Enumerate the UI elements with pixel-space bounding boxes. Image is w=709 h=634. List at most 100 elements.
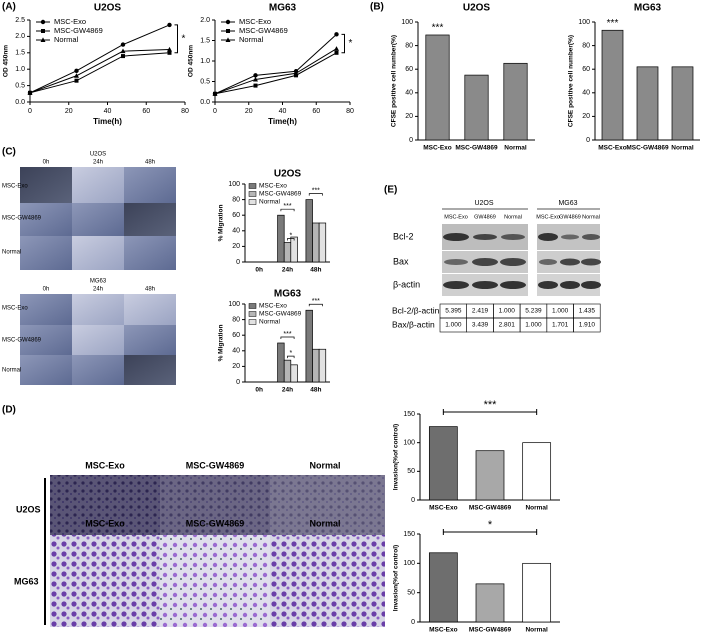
chart-title: MG63	[634, 3, 662, 14]
image-column: 0h	[43, 160, 50, 166]
y-tick-label: 20	[232, 243, 240, 250]
image	[20, 236, 72, 270]
band	[500, 281, 526, 289]
image-column: MSC-Exo	[85, 460, 125, 470]
series-line	[29, 52, 170, 94]
annotation: *	[289, 350, 292, 357]
marker	[121, 54, 125, 59]
legend-swatch	[248, 303, 257, 309]
band	[560, 258, 580, 266]
image-column: MSC-GW4869	[186, 518, 245, 528]
image-row: MSC-GW4869	[2, 216, 42, 222]
x-tick-label: Normal	[525, 505, 548, 512]
band	[581, 258, 601, 266]
significance-bracket	[442, 409, 538, 415]
y-tick-label: 0.5	[200, 78, 210, 85]
y-tick-label: 100	[228, 181, 240, 188]
y-tick-label: 1.0	[15, 66, 25, 73]
legend-marker	[225, 19, 231, 25]
band	[500, 258, 526, 266]
marker	[253, 73, 258, 78]
y-tick-label: 0.0	[200, 99, 210, 106]
panel-label: (E)	[384, 185, 397, 196]
image-column: Normal	[309, 460, 340, 470]
cell-line: U2OS	[474, 200, 493, 207]
x-tick-label: 40	[104, 108, 112, 115]
y-axis-label: Invasion(%of control)	[393, 424, 400, 490]
y-tick-label: 0.0	[15, 99, 25, 106]
bar	[318, 222, 327, 263]
significance-bracket	[287, 355, 295, 359]
y-tick-label: 150	[403, 411, 415, 418]
image	[72, 325, 124, 355]
marker	[120, 42, 126, 47]
panel-label: (A)	[2, 2, 16, 13]
bar	[522, 562, 552, 623]
ratio-value: 1.435	[579, 308, 596, 315]
band	[472, 258, 498, 266]
x-axis-label: Time(h)	[93, 117, 122, 126]
bar	[522, 442, 552, 501]
annotation: *	[488, 519, 493, 531]
panel-label: (B)	[370, 2, 384, 13]
y-tick-label: 20	[582, 113, 590, 120]
migration-images: U2OS 0h 24h 48h MSC-Exo MSC-GW4869 Norma…	[2, 152, 176, 270]
x-tick-label: MSC-Exo	[598, 145, 627, 152]
marker	[74, 78, 79, 83]
lane-label: GW4869	[559, 214, 581, 220]
bar	[277, 342, 285, 383]
charts: U2OS 0.0 0.5 1.0 1.5 2.0 2.5 OD 450nm 0 20 40 60 80 T…	[3, 3, 700, 634]
invasion-images: MSC-Exo MSC-GW4869 Normal U2OS MSC-Exo M…	[14, 460, 385, 627]
band-label: Bcl-2	[393, 231, 414, 241]
x-tick-label: 20	[65, 108, 73, 115]
x-tick-label: Normal	[504, 145, 527, 152]
image	[72, 236, 124, 270]
ratio-value: 1.910	[579, 322, 596, 329]
image-column: MSC-Exo	[85, 518, 125, 528]
image	[20, 325, 72, 355]
image	[72, 294, 124, 325]
y-tick-label: 0	[409, 137, 413, 144]
x-tick-label: 0h	[255, 267, 263, 274]
y-axis-label: % Migration	[218, 325, 225, 362]
y-tick-label: 40	[232, 228, 240, 235]
image-column: 48h	[145, 160, 155, 166]
bar	[318, 348, 327, 383]
y-tick-label: 1.5	[15, 50, 25, 57]
marker	[334, 50, 339, 55]
image-column: 24h	[93, 160, 103, 166]
bar	[312, 222, 320, 263]
x-tick-label: 80	[181, 108, 189, 115]
series-line	[214, 48, 337, 95]
image-row: MSC-Exo	[2, 306, 28, 312]
image-row: MG63	[14, 576, 39, 586]
y-tick-label: 100	[401, 19, 413, 26]
series-line	[214, 52, 337, 95]
y-tick-label: 60	[232, 212, 240, 219]
ratio-value: 1.000	[552, 308, 569, 315]
ratio-value: 2.801	[499, 322, 516, 329]
legend-marker	[40, 37, 46, 42]
lane-label: Normal	[504, 214, 522, 220]
marker	[253, 76, 258, 82]
image-column: Normal	[309, 518, 340, 528]
image	[160, 475, 270, 545]
x-tick-label: MSC-Exo	[423, 145, 452, 152]
ratio-label: Bcl-2/β-actin	[392, 305, 440, 315]
lane-label: Normal	[582, 214, 600, 220]
x-tick-label: 40	[279, 108, 287, 115]
x-tick-label: 0	[213, 108, 217, 115]
x-axis-label: Time(h)	[268, 117, 297, 126]
annotation: ***	[607, 18, 619, 29]
ratio-label: Bax/β-actin	[392, 319, 435, 329]
marker	[167, 50, 172, 55]
y-tick-label: 100	[578, 19, 590, 26]
y-tick-label: 50	[407, 468, 415, 475]
legend-label: MSC-GW4869	[239, 26, 288, 35]
bar	[305, 199, 313, 263]
annotation: ***	[432, 23, 444, 34]
ratio-value: 1.701	[552, 322, 569, 329]
ratio-value: 1.000	[499, 308, 516, 315]
image-column: 0h	[43, 287, 50, 293]
x-tick-label: 60	[312, 108, 320, 115]
